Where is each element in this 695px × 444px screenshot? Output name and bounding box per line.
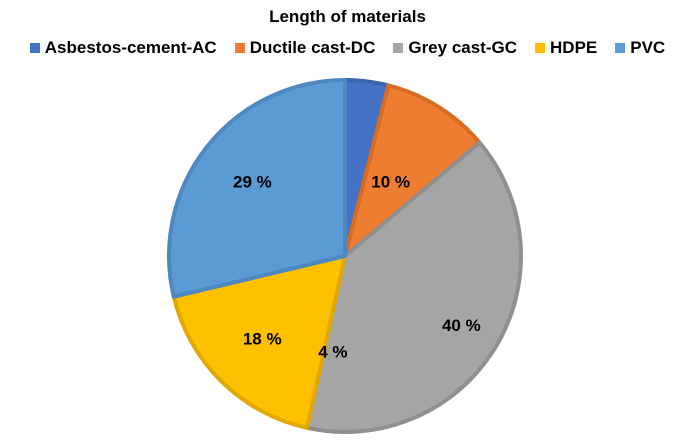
- legend-item: PVC: [615, 38, 665, 58]
- legend-item: Grey cast-GC: [393, 38, 517, 58]
- slice-data-label: 40 %: [442, 316, 481, 335]
- legend-item: HDPE: [535, 38, 597, 58]
- legend-swatch: [535, 43, 546, 53]
- legend-label: HDPE: [550, 38, 598, 57]
- slice-data-label: 18 %: [243, 330, 282, 349]
- legend-swatch: [234, 43, 245, 53]
- legend-item: Asbestos-cement-AC: [29, 38, 217, 58]
- slice-data-label: 10 %: [371, 173, 410, 192]
- chart-title: Length of materials: [269, 7, 426, 26]
- pie-slice: [304, 140, 523, 434]
- chart-legend: Asbestos-cement-AC Ductile cast-DC Grey ca…: [0, 38, 695, 58]
- legend-swatch: [615, 43, 626, 53]
- legend-swatch: [29, 43, 40, 53]
- pie-slice: [343, 83, 482, 258]
- legend-item: Ductile cast-DC: [234, 38, 376, 58]
- legend-label: Asbestos-cement-AC: [44, 38, 217, 57]
- pie-slice: [167, 78, 347, 299]
- pie-slice: [171, 254, 347, 430]
- legend-label: PVC: [630, 38, 666, 57]
- legend-label: Ductile cast-DC: [249, 38, 376, 57]
- legend-label: Grey cast-GC: [408, 38, 518, 57]
- slice-data-label: 4 %: [318, 343, 347, 362]
- legend-swatch: [393, 43, 404, 53]
- slice-data-label: 29 %: [233, 172, 272, 191]
